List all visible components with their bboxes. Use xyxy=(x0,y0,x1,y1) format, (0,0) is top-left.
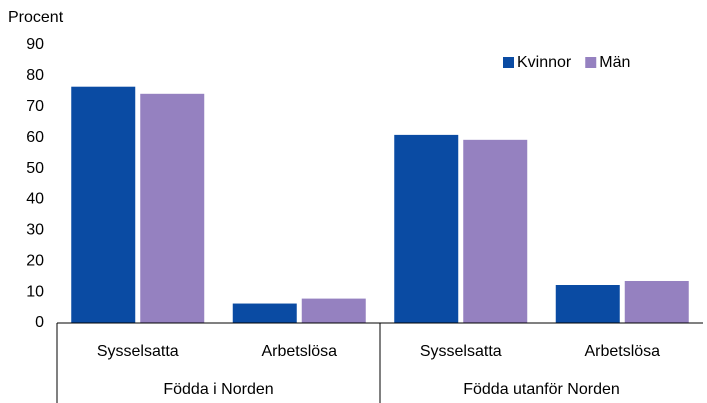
bar xyxy=(232,303,297,323)
legend-swatch xyxy=(503,57,514,68)
y-tick-label: 0 xyxy=(35,314,44,331)
y-tick-label: 20 xyxy=(26,252,44,269)
y-tick-label: 90 xyxy=(26,36,44,53)
group-label: Födda utanför Norden xyxy=(463,381,620,398)
bar xyxy=(555,285,620,323)
bar xyxy=(71,86,136,323)
y-tick-label: 60 xyxy=(26,129,44,146)
y-tick-label: 30 xyxy=(26,222,44,239)
y-tick-label: 50 xyxy=(26,160,44,177)
x-tick-label: Arbetslösa xyxy=(261,343,337,360)
bar xyxy=(301,298,366,323)
y-tick-label: 10 xyxy=(26,283,44,300)
legend-swatch xyxy=(585,57,597,68)
bar xyxy=(624,280,689,323)
y-tick-label: 70 xyxy=(26,98,44,115)
x-tick-label: Arbetslösa xyxy=(584,343,660,360)
legend-label: Kvinnor xyxy=(517,54,572,71)
bar xyxy=(394,134,459,323)
y-tick-label: 40 xyxy=(26,191,44,208)
group-label: Födda i Norden xyxy=(163,381,273,398)
y-axis-label: Procent xyxy=(8,9,64,26)
y-tick-label: 80 xyxy=(26,67,44,84)
legend-label: Män xyxy=(599,54,630,71)
bar xyxy=(140,93,205,323)
bar xyxy=(463,139,528,323)
x-tick-label: Sysselsatta xyxy=(97,343,179,360)
x-tick-label: Sysselsatta xyxy=(420,343,502,360)
